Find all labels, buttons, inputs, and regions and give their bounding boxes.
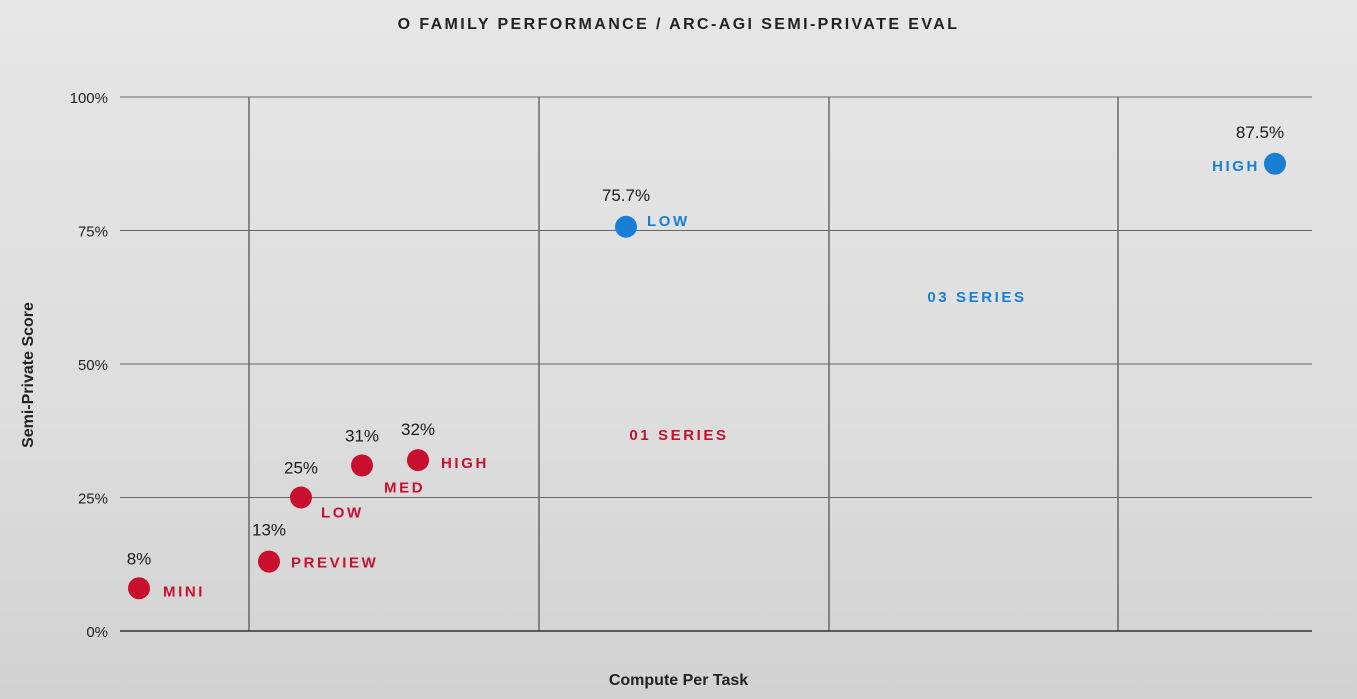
y-tick-label: 50%	[78, 357, 108, 374]
point-01-series-low	[290, 486, 312, 509]
chart-title: O FAMILY PERFORMANCE / ARC-AGI SEMI-PRIV…	[397, 16, 960, 33]
value-label-01-series-high: 32%	[401, 420, 435, 439]
y-tick-label: 25%	[78, 491, 108, 508]
x-axis-label: Compute Per Task	[608, 672, 749, 689]
series-label-01-series: 01 SERIES	[629, 427, 728, 444]
y-tick-label: 0%	[86, 624, 108, 641]
value-label-03-series-low: 75.7%	[602, 186, 650, 205]
point-label-01-series-preview: PREVIEW	[291, 555, 378, 572]
value-label-01-series-mini: 8%	[127, 549, 152, 568]
point-01-series-med	[351, 454, 373, 477]
point-label-01-series-low: LOW	[321, 505, 364, 522]
y-tick-label: 100%	[70, 90, 108, 107]
point-label-01-series-med: MED	[384, 479, 425, 496]
point-label-03-series-high: HIGH	[1212, 158, 1260, 175]
point-label-03-series-low: LOW	[647, 213, 690, 230]
y-tick-label: 75%	[78, 224, 108, 241]
point-01-series-high	[407, 449, 429, 472]
point-label-01-series-mini: MINI	[163, 583, 205, 600]
point-01-series-mini	[128, 577, 150, 600]
point-03-series-low	[615, 215, 637, 238]
value-label-01-series-preview: 13%	[252, 521, 286, 540]
point-label-01-series-high: HIGH	[441, 455, 489, 472]
value-label-01-series-low: 25%	[284, 459, 318, 478]
point-01-series-preview	[258, 550, 280, 573]
value-label-01-series-med: 31%	[345, 426, 379, 445]
series-label-03-series: 03 SERIES	[927, 289, 1026, 306]
value-label-03-series-high: 87.5%	[1236, 123, 1284, 142]
point-03-series-high	[1264, 152, 1286, 175]
y-axis-label: Semi-Private Score	[20, 302, 37, 448]
